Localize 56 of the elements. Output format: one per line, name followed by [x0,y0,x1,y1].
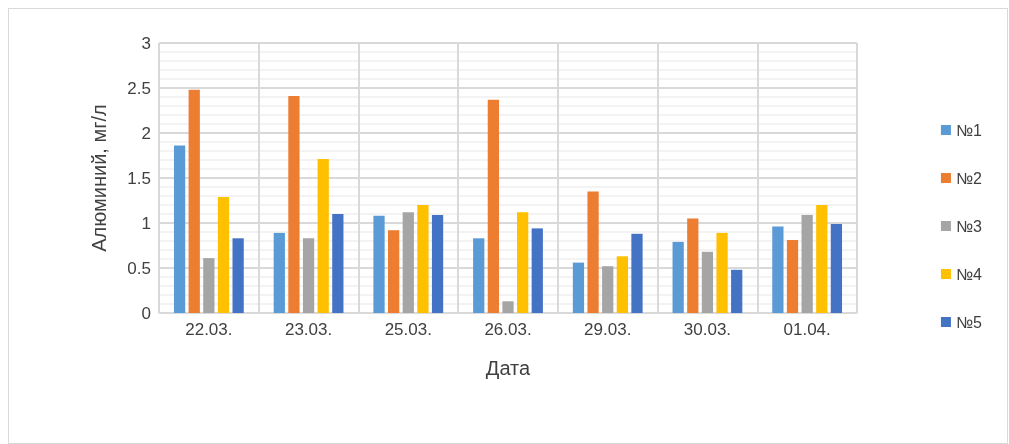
bar [631,233,643,313]
bar [687,218,699,313]
legend-label: №3 [955,217,983,235]
bar [502,301,514,313]
legend-label: №2 [955,169,983,187]
legend-label: №1 [955,121,983,139]
bar [288,96,300,313]
bar [830,223,843,313]
y-tick-label: 2.5 [127,78,151,98]
bar [332,214,344,313]
bar [273,232,285,313]
bar [572,262,585,313]
y-tick-label: 0.5 [127,258,151,278]
bar [302,238,315,313]
bar [188,89,200,313]
legend-label: №5 [955,313,983,331]
bar [731,269,743,313]
bar [173,145,186,313]
y-tick-label: 1 [141,213,151,233]
bar [317,159,329,313]
y-axis-title: Алюминий, мг/л [88,104,110,252]
bar [373,215,385,313]
bar [517,212,529,313]
bar [772,226,784,313]
bar [587,191,599,313]
bar [816,205,828,313]
x-tick-label: 22.03. [185,320,233,339]
bar [417,205,429,313]
bar [801,214,813,313]
x-tick-label: 23.03. [284,320,333,339]
y-tick-label: 3 [141,33,151,53]
x-tick-label: 01.04. [783,320,831,339]
legend-label: №4 [955,265,983,283]
bar [602,266,614,313]
bar [531,228,543,313]
bar [672,241,684,313]
bar [473,238,485,313]
x-tick-label: 29.03. [584,320,632,339]
bar [716,232,728,313]
y-tick-label: 2 [141,123,151,143]
bar [217,196,230,313]
bar [616,256,628,313]
bar [431,214,444,313]
bar [402,212,414,313]
x-tick-label: 25.03. [384,320,432,339]
bar [487,99,499,313]
y-tick-label: 1.5 [127,168,151,188]
bar [203,258,215,313]
y-tick-label: 0 [141,303,151,323]
bar [701,251,714,313]
bar [232,238,244,313]
x-tick-label: 26.03. [484,320,532,339]
bar [388,230,400,313]
bar [786,240,799,313]
x-axis-title: Дата [485,357,532,379]
x-tick-label: 30.03. [683,320,732,339]
